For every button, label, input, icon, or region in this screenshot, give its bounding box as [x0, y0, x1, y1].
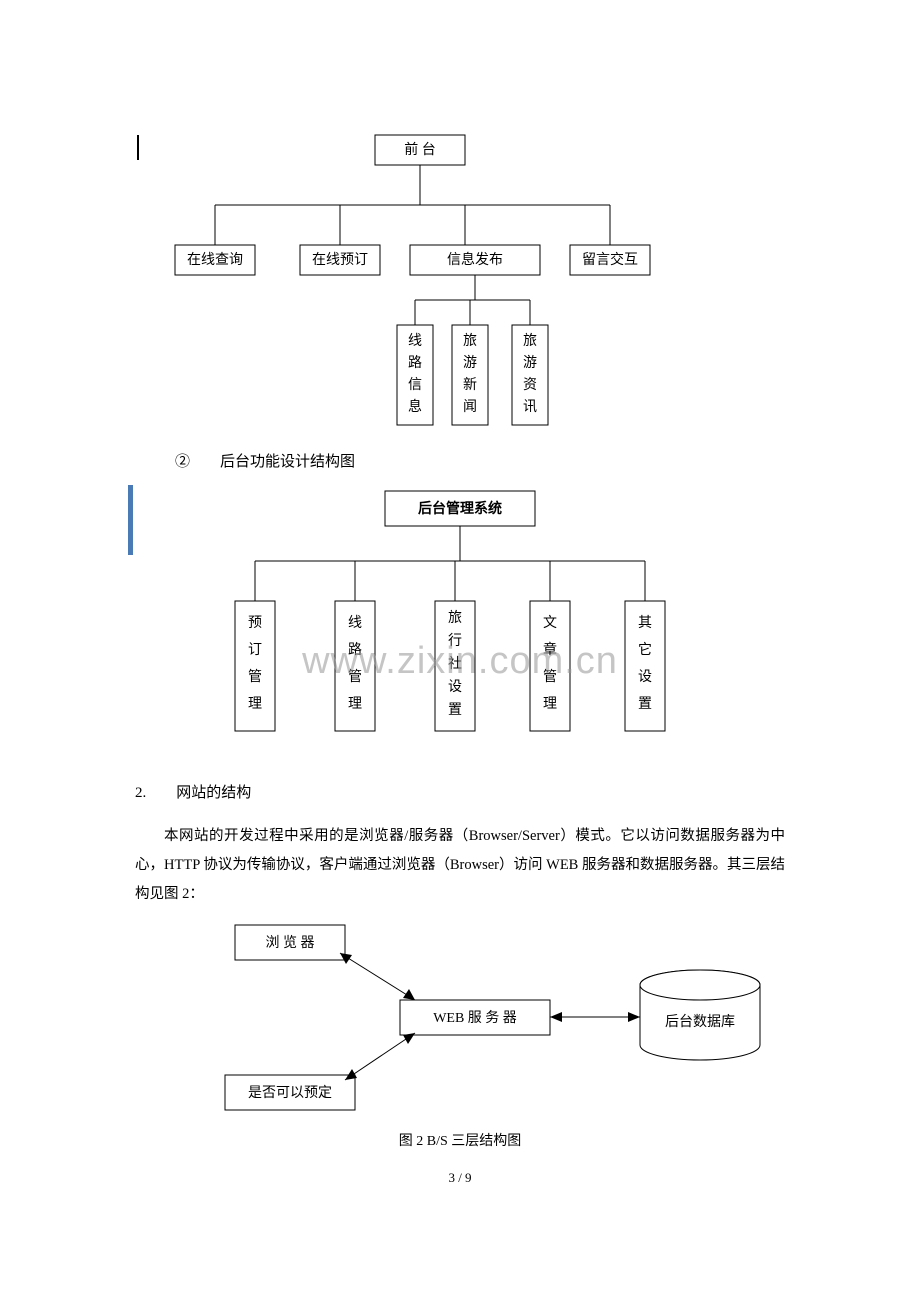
svg-text:设: 设 — [638, 669, 652, 685]
svg-text:新: 新 — [463, 377, 477, 393]
diagram-bs-three-tier: 浏 览 器 是否可以预定 WEB 服 务 器 后台数据库 — [145, 915, 795, 1115]
diagram-frontend-tree: 前 台 在线查询 在线预订 信息发布 留言交互 线 路 信 息 — [135, 130, 785, 440]
page-number: 3 / 9 — [135, 1170, 785, 1186]
heading-site-structure: 2. 网站的结构 — [135, 781, 785, 802]
svg-text:理: 理 — [348, 697, 362, 712]
svg-text:社: 社 — [448, 656, 462, 672]
svg-text:游: 游 — [523, 355, 537, 371]
svg-text:管: 管 — [348, 669, 362, 685]
svg-text:管: 管 — [543, 669, 557, 685]
svg-text:旅: 旅 — [448, 610, 462, 626]
d1-l2-2: 信息发布 — [447, 251, 503, 268]
svg-text:行: 行 — [448, 633, 462, 649]
svg-text:旅: 旅 — [463, 333, 477, 349]
svg-text:旅: 旅 — [523, 333, 537, 349]
svg-text:息: 息 — [408, 398, 422, 415]
svg-text:线: 线 — [348, 615, 362, 631]
heading-backend-structure: ② 后台功能设计结构图 — [175, 450, 785, 471]
svg-text:信: 信 — [408, 377, 422, 393]
figure-caption: 图 2 B/S 三层结构图 — [135, 1130, 785, 1150]
svg-text:路: 路 — [348, 642, 362, 658]
svg-text:其: 其 — [638, 615, 652, 631]
d1-l2-1: 在线预订 — [312, 252, 368, 268]
d1-l3-2-group: 旅 游 资 讯 — [512, 325, 548, 425]
d1-l2-3: 留言交互 — [582, 251, 638, 268]
page-container: www.zixin.com.cn 前 台 在线查询 在线预订 信息发布 留言交互 — [0, 0, 920, 1259]
text-cursor — [137, 135, 139, 160]
d1-root: 前 台 — [404, 141, 436, 158]
svg-text:预: 预 — [248, 615, 262, 631]
d3-web: WEB 服 务 器 — [433, 1010, 517, 1026]
svg-text:讯: 讯 — [523, 399, 537, 415]
svg-text:路: 路 — [408, 355, 422, 371]
svg-text:闻: 闻 — [463, 399, 477, 415]
d3-db: 后台数据库 — [665, 1014, 735, 1030]
svg-text:设: 设 — [448, 679, 462, 695]
svg-text:它: 它 — [638, 641, 652, 658]
d1-l2-0: 在线查询 — [187, 252, 243, 268]
svg-text:章: 章 — [543, 641, 557, 658]
d1-l3-0-group: 线 路 信 息 — [397, 325, 433, 425]
margin-bar — [128, 485, 133, 555]
svg-text:文: 文 — [543, 615, 557, 631]
d3-bookable: 是否可以预定 — [248, 1085, 332, 1101]
svg-text:管: 管 — [248, 669, 262, 685]
d1-l3-1-group: 旅 游 新 闻 — [452, 325, 488, 425]
svg-text:订: 订 — [248, 642, 262, 658]
svg-text:理: 理 — [248, 697, 262, 712]
diagram-backend-tree: 后台管理系统 预订管理线路管理旅行社设置文章管理其它设置 — [135, 486, 785, 756]
svg-text:资: 资 — [523, 377, 537, 393]
d2-root: 后台管理系统 — [418, 500, 502, 517]
svg-text:理: 理 — [543, 697, 557, 712]
d3-browser: 浏 览 器 — [266, 935, 315, 951]
svg-text:置: 置 — [448, 702, 462, 718]
svg-text:线: 线 — [408, 333, 422, 349]
svg-text:游: 游 — [463, 355, 477, 371]
svg-text:置: 置 — [638, 696, 652, 712]
paragraph-bs-intro: 本网站的开发过程中采用的是浏览器/服务器（Browser/Server）模式。它… — [135, 822, 785, 909]
